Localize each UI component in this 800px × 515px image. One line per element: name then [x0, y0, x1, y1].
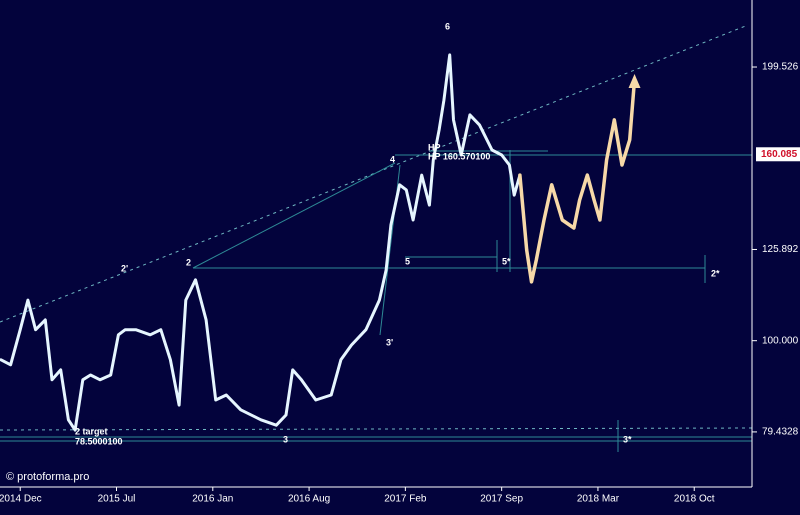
- wave-label: 3: [283, 434, 288, 444]
- x-tick-label: 2018 Oct: [674, 494, 715, 505]
- wave-label: 5: [405, 256, 410, 266]
- wave-label: HP: [428, 142, 441, 152]
- wave-label: HP 160.570100: [428, 151, 490, 161]
- watermark: © protoforma.pro: [6, 471, 89, 483]
- wave-label: 2*: [711, 268, 720, 278]
- last-price-label: 160.085: [761, 149, 798, 160]
- wave-label: 3*: [623, 434, 632, 444]
- forecast-arrow: [628, 73, 641, 88]
- x-tick-label: 2017 Sep: [480, 494, 523, 505]
- x-tick-label: 2014 Dec: [0, 494, 42, 505]
- wave-label: 4: [390, 154, 395, 164]
- forecast-line: [518, 78, 637, 284]
- wave-line: [192, 162, 396, 269]
- marks: [0, 53, 641, 432]
- x-tick-label: 2017 Feb: [384, 494, 427, 505]
- x-tick-label: 2016 Jan: [192, 494, 233, 505]
- last-price-box: [756, 147, 800, 162]
- x-tick-label: 2015 Jul: [98, 494, 136, 505]
- trend-line: [0, 24, 749, 323]
- x-tick-label: 2018 Mar: [577, 494, 620, 505]
- price-line: [0, 53, 522, 432]
- wave-label: 5*: [502, 256, 511, 266]
- wave-label: 2: [186, 257, 191, 267]
- y-tick-label: 100.000: [762, 335, 799, 346]
- wave-label: 3': [386, 337, 393, 347]
- wave-label: 2': [121, 263, 128, 273]
- y-tick-label: 79.4328: [762, 427, 799, 438]
- wave-label: 6: [445, 21, 450, 31]
- y-tick-label: 199.526: [762, 62, 799, 73]
- y-tick-label: 125.892: [762, 244, 799, 255]
- wave-label: 78.5000100: [75, 436, 123, 446]
- wave-label: 2 target: [75, 426, 108, 436]
- x-tick-label: 2016 Aug: [288, 494, 330, 505]
